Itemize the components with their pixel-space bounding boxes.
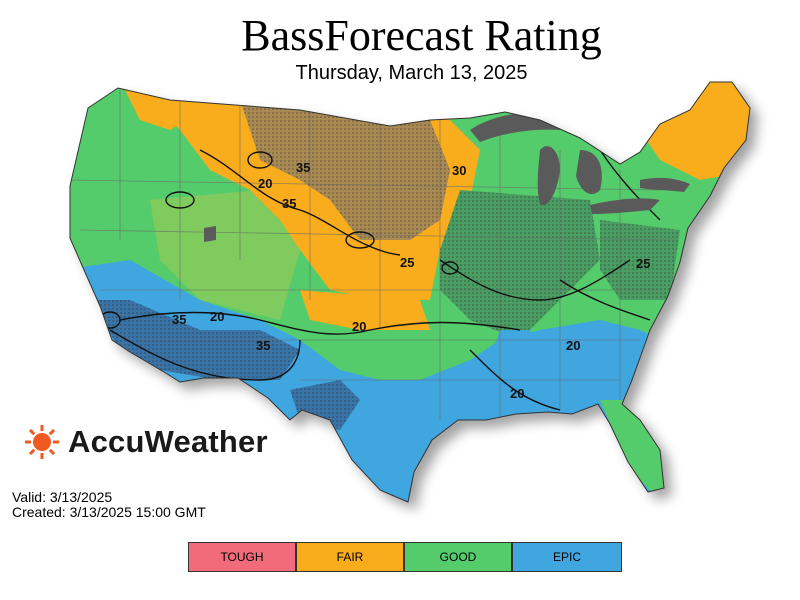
contour-label: 20 bbox=[566, 338, 580, 353]
contour-label: 25 bbox=[400, 255, 414, 270]
sun-icon bbox=[25, 425, 59, 459]
contour-labels: 35 20 30 35 25 20 35 20 20 25 35 20 bbox=[172, 160, 650, 401]
contour-label: 30 bbox=[452, 163, 466, 178]
brand-name: AccuWeather bbox=[68, 424, 268, 459]
page-title: BassForecast Rating bbox=[241, 11, 602, 60]
accuweather-logo: AccuWeather bbox=[24, 424, 268, 460]
great-lakes bbox=[204, 113, 690, 242]
forecast-date: Thursday, March 13, 2025 bbox=[295, 62, 528, 84]
created-timestamp: Created: 3/13/2025 15:00 GMT bbox=[12, 504, 206, 520]
contour-label: 35 bbox=[172, 312, 186, 327]
legend-fair: FAIR bbox=[297, 543, 405, 571]
contour-label: 20 bbox=[352, 319, 366, 334]
contour-label: 35 bbox=[256, 338, 270, 353]
contour-label: 20 bbox=[510, 386, 524, 401]
contour-label: 35 bbox=[282, 196, 296, 211]
contour-label: 20 bbox=[258, 176, 272, 191]
legend-tough: TOUGH bbox=[189, 543, 297, 571]
forecast-meta: Valid: 3/13/2025 Created: 3/13/2025 15:0… bbox=[12, 490, 206, 520]
legend-good: GOOD bbox=[405, 543, 513, 571]
contour-label: 20 bbox=[210, 309, 224, 324]
contour-label: 25 bbox=[636, 256, 650, 271]
rating-legend: TOUGH FAIR GOOD EPIC bbox=[188, 542, 622, 572]
contour-label: 35 bbox=[296, 160, 310, 175]
legend-epic: EPIC bbox=[513, 543, 621, 571]
valid-date: Valid: 3/13/2025 bbox=[12, 489, 113, 505]
